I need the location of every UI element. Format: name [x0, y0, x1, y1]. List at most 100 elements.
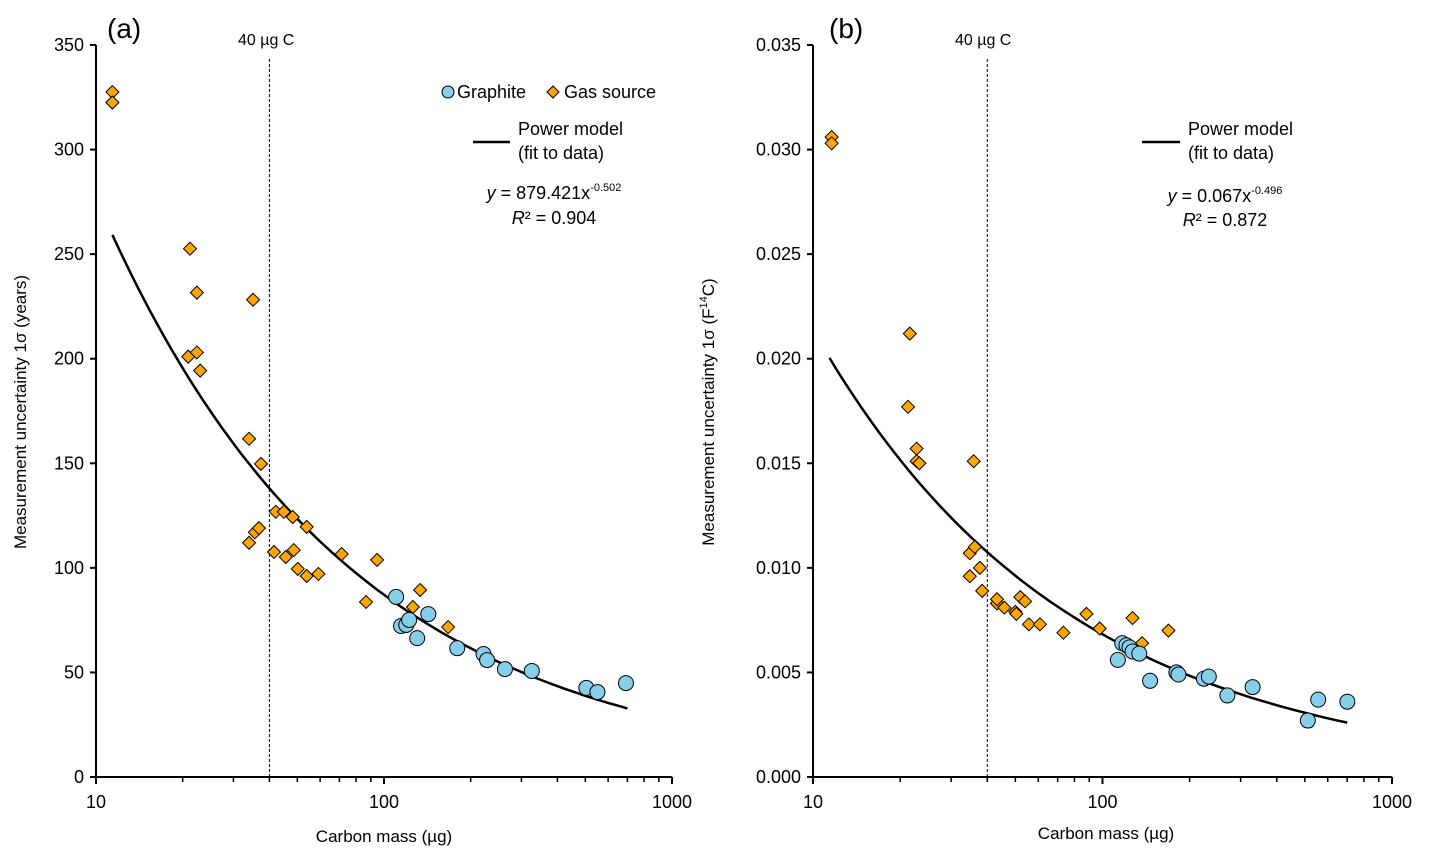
fit-r2-b: R² = 0.872 [1183, 210, 1268, 230]
points-a [105, 84, 634, 701]
graphite-point [388, 588, 405, 605]
y-axis-title-a: Measurement uncertainty 1σ (years) [11, 275, 30, 549]
legend-label-graphite: Graphite [457, 82, 526, 102]
x-ticks-b: 10 100 1000 [803, 777, 1412, 812]
gas-source-point [285, 509, 300, 525]
fit-label-line1-a: Power model [518, 119, 623, 139]
x-tick-label: 10 [803, 792, 823, 812]
panel-label-b: (b) [829, 13, 863, 44]
legend-b: Power model (fit to data) y = 0.067x-0.4… [1142, 119, 1293, 230]
graphite-point [1142, 672, 1159, 689]
y-tick-label: 0.020 [756, 349, 801, 369]
graphite-point [1200, 668, 1217, 685]
gas-source-point [1056, 625, 1071, 640]
gas-source-point [278, 549, 293, 565]
gas-source-point [1009, 606, 1024, 622]
graphite-point [1244, 679, 1261, 696]
x-tick-label: 10 [86, 792, 106, 812]
gas-source-point [912, 456, 927, 471]
fit-label-line1-b: Power model [1188, 119, 1293, 139]
gas-source-point [1079, 606, 1094, 622]
gas-source-point [1017, 594, 1033, 609]
vline-label-a: 40 µg C [238, 32, 294, 49]
gas-source-point [1161, 623, 1176, 638]
fit-r2-a: R² = 0.904 [512, 208, 597, 228]
gas-source-point [997, 600, 1012, 615]
gas-source-point [182, 241, 198, 256]
panel-a: (a) 40 µg C Measurement uncertainty 1σ (… [11, 13, 692, 846]
gas-source-point [974, 583, 990, 599]
gas-source-point [334, 546, 349, 562]
fit-equation-a: y = 879.421x-0.502 [485, 182, 622, 203]
vline-label-b: 40 µg C [955, 32, 1011, 49]
gas-source-point [189, 345, 205, 360]
gas-source-point [440, 619, 456, 635]
panel-label-a: (a) [107, 13, 141, 44]
gas-source-point [286, 542, 301, 558]
gas-source-point [967, 539, 982, 555]
fit-label-line2-b: (fit to data) [1188, 143, 1274, 163]
y-ticks-b: 0.000 0.005 0.010 0.015 0.020 0.025 0.030 0.035 [756, 35, 813, 787]
y-tick-label: 0.005 [756, 662, 801, 682]
y-tick-label: 250 [54, 244, 84, 264]
gas-source-point [299, 519, 314, 535]
y-tick-label: 200 [54, 349, 84, 369]
graphite-point [1131, 645, 1148, 662]
graphite-point [409, 630, 426, 647]
x-axis-title-a: Carbon mass (µg) [316, 827, 452, 846]
gas-source-point [989, 592, 1005, 607]
gas-source-point [1032, 617, 1048, 632]
gas-source-point [245, 292, 261, 307]
graphite-point [1299, 712, 1316, 729]
gas-source-point [909, 441, 924, 456]
gas-source-point [311, 566, 326, 582]
x-axis-title-b: Carbon mass (µg) [1038, 824, 1174, 843]
gas-source-point [369, 552, 385, 568]
y-axis-title-b: Measurement uncertainty 1σ (F14C) [698, 278, 718, 545]
graphite-point [479, 652, 496, 669]
y-tick-label: 0 [74, 767, 84, 787]
gas-source-point [1125, 610, 1140, 626]
graphite-point [1339, 693, 1356, 710]
gas-source-point [1092, 621, 1107, 636]
legend-marker-gas-source [546, 85, 560, 99]
gas-source-point [189, 285, 205, 300]
gas-source-point [299, 568, 314, 584]
graphite-point [449, 640, 466, 657]
x-tick-label: 1000 [652, 792, 692, 812]
y-tick-label: 0.035 [756, 35, 801, 55]
gas-source-point [962, 569, 977, 584]
y-tick-label: 0.000 [756, 767, 801, 787]
legend-a: Graphite Gas source Power model (fit to … [441, 82, 656, 228]
axes-b [812, 45, 1392, 778]
y-tick-label: 150 [54, 453, 84, 473]
points-b [824, 129, 1356, 729]
gas-source-point [412, 582, 428, 598]
graphite-point [589, 684, 606, 701]
y-tick-label: 0.015 [756, 453, 801, 473]
graphite-point [1109, 651, 1126, 668]
x-ticks-a: 10 100 1000 [86, 777, 692, 812]
graphite-point [420, 606, 437, 623]
gas-source-point [266, 544, 282, 560]
gas-source-point [824, 136, 839, 151]
gas-source-point [192, 363, 208, 378]
fit-equation-b: y = 0.067x-0.496 [1166, 185, 1283, 206]
gas-source-point [290, 561, 306, 577]
power-model-curve [828, 357, 1348, 724]
graphite-point [496, 661, 513, 678]
y-tick-label: 300 [54, 140, 84, 160]
y-tick-label: 0.025 [756, 244, 801, 264]
panel-b: (b) 40 µg C Measurement uncertainty 1σ (… [698, 13, 1412, 843]
graphite-point [1219, 687, 1236, 704]
gas-source-point [251, 520, 267, 536]
y-tick-label: 0.010 [756, 558, 801, 578]
gas-source-point [241, 535, 257, 550]
graphite-point [617, 675, 634, 692]
gas-source-point [900, 399, 916, 415]
y-tick-label: 50 [64, 662, 84, 682]
y-ticks-a: 0 50 100 150 200 250 300 350 [54, 35, 96, 787]
x-tick-label: 1000 [1372, 792, 1412, 812]
graphite-point [1170, 666, 1187, 683]
y-tick-label: 100 [54, 558, 84, 578]
